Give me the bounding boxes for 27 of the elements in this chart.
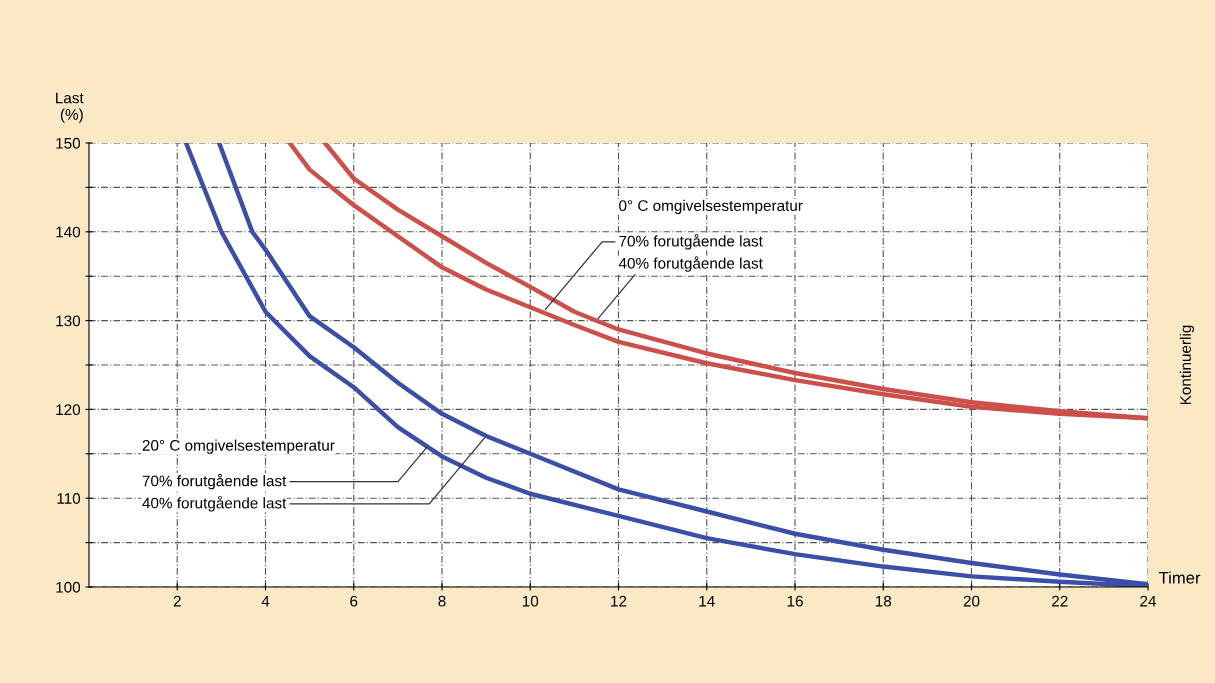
x-tick-label: 16 [787, 595, 803, 607]
y-tick-label: 140 [56, 226, 81, 238]
annotation: 20° C omgivelsestemperatur [142, 439, 335, 454]
x-tick-label: 14 [699, 595, 715, 607]
x-tick-label: 10 [522, 595, 539, 607]
y-tick-label: 120 [56, 404, 81, 416]
x-tick-label: 8 [438, 595, 446, 607]
y-tick-label: 110 [57, 493, 81, 504]
x-tick-label: 2 [173, 595, 181, 607]
x-tick-label: 20 [963, 595, 980, 607]
x-tick-label: 18 [875, 595, 892, 607]
y-tick-label: 130 [56, 315, 81, 327]
x-tick-label: 12 [611, 595, 627, 607]
y-axis-title: Last (%) [56, 92, 84, 123]
annotation: 0° C omgivelsestemperatur [619, 199, 803, 215]
x-tick-label: 22 [1052, 595, 1068, 607]
annotation: 70% forutgående last [619, 234, 763, 250]
annotation: 40% forutgående last [142, 496, 287, 512]
x-axis-title: Timer [1158, 571, 1201, 584]
x-tick-label: 4 [261, 595, 270, 607]
x-tick-label: 24 [1140, 595, 1157, 607]
x-tick-label: 6 [350, 595, 358, 607]
y-tick-label: 100 [56, 581, 81, 593]
annotation: 40% forutgående last [618, 256, 763, 272]
y-tick-label: 150 [56, 137, 81, 149]
annotation: 70% forutgående last [142, 473, 287, 490]
text: Kontinuerlig [1179, 325, 1195, 405]
